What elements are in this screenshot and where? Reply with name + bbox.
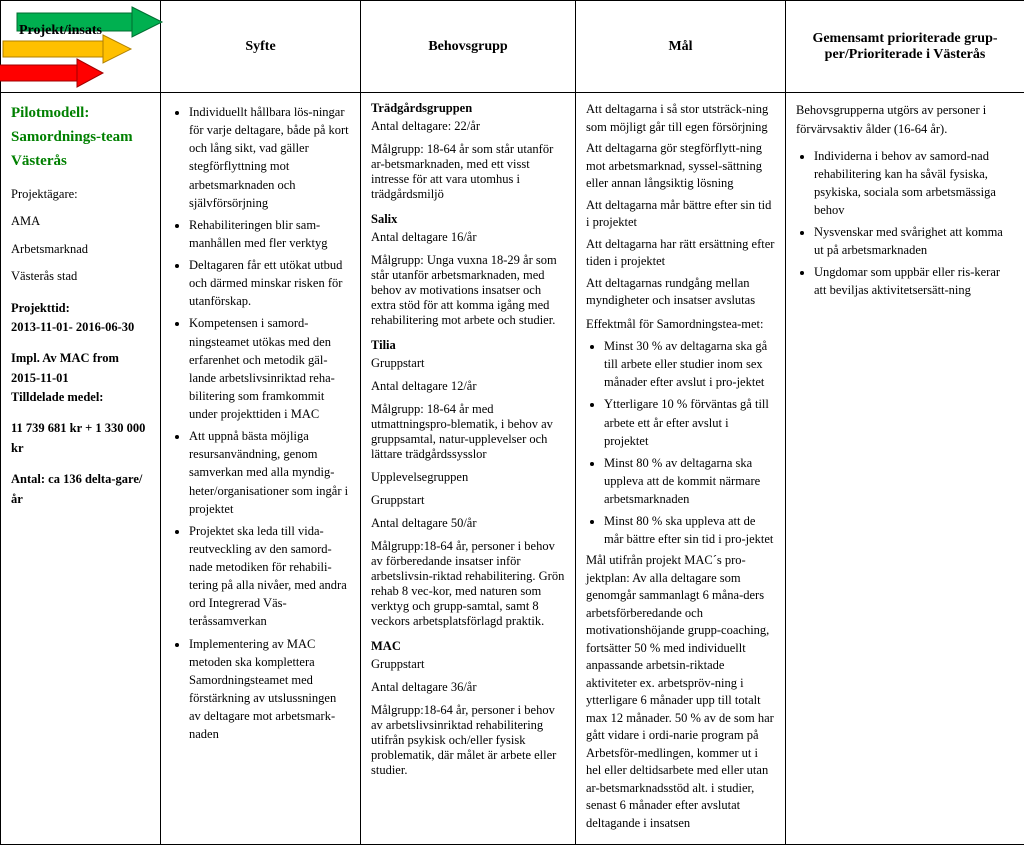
mal-eff-item: Minst 80 % av deltagarna ska uppleva att… — [604, 454, 775, 508]
mal-p2: Att deltagarna gör stegförflytt-ning mot… — [586, 140, 775, 193]
behov-salix-antal: Antal deltagare 16/år — [371, 230, 565, 245]
mal-eff-list: Minst 30 % av deltagarna ska gå till arb… — [586, 337, 775, 548]
mal-p1: Att deltagarna i så stor utsträck-ning s… — [586, 101, 775, 136]
proj-funds-label: Tilldelade medel: — [11, 388, 150, 407]
arrows-logo-icon — [0, 1, 172, 93]
syfte-list: Individuellt hållbara lös-ningar för var… — [171, 103, 350, 743]
syfte-item: Implementering av MAC metoden ska komple… — [189, 635, 350, 744]
page-root: Projekt/insats Syfte Behovsgrupp Mål Gem… — [0, 0, 1024, 845]
mal-eff-item: Minst 80 % ska uppleva att de mår bättre… — [604, 512, 775, 548]
mal-eff-item: Ytterligare 10 % förväntas gå till arbet… — [604, 395, 775, 449]
gem-item: Individerna i behov av samord-nad rehabi… — [814, 147, 1014, 220]
header-row: Projekt/insats Syfte Behovsgrupp Mål Gem… — [1, 1, 1024, 93]
behov-mac-h: MAC — [371, 639, 565, 654]
behov-mac-g: Gruppstart — [371, 657, 565, 672]
mal-mac-block: Mål utifrån projekt MAC´s pro-jektplan: … — [586, 552, 775, 832]
behov-salix-h: Salix — [371, 212, 565, 227]
behov-uppl-h: Upplevelsegruppen — [371, 470, 565, 485]
behov-uppl-g: Gruppstart — [371, 493, 565, 508]
proj-antal: Antal: ca 136 delta-gare/år — [11, 470, 150, 509]
header-projekt-label: Projekt/insats — [19, 23, 102, 39]
mal-p5: Att deltagarnas rundgång mellan myndighe… — [586, 275, 775, 310]
behov-salix-malgrupp: Målgrupp: Unga vuxna 18-29 år som står u… — [371, 253, 565, 328]
proj-owner-label: Projektägare: — [11, 185, 150, 204]
behov-tilia-g: Gruppstart — [371, 356, 565, 371]
cell-mal: Att deltagarna i så stor utsträck-ning s… — [576, 93, 786, 845]
proj-owner-block: Projektägare: AMA Arbetsmarknad Västerås… — [11, 185, 150, 287]
behov-mac-antal: Antal deltagare 36/år — [371, 680, 565, 695]
header-mal: Mål — [576, 1, 786, 93]
behov-tilia-h: Tilia — [371, 338, 565, 353]
syfte-item: Projektet ska leda till vida-reutvecklin… — [189, 522, 350, 631]
syfte-item: Rehabiliteringen blir sam-manhållen med … — [189, 216, 350, 252]
behov-tradgard-h: Trädgårdsgruppen — [371, 101, 565, 116]
proj-period: 2013-11-01- 2016-06-30 — [11, 318, 150, 337]
mal-p4: Att deltagarna har rätt ersättning efter… — [586, 236, 775, 271]
header-syfte: Syfte — [161, 1, 361, 93]
proj-owner-3: Västerås stad — [11, 267, 150, 286]
gem-p1: Behovsgrupperna utgörs av personer i för… — [796, 101, 1014, 139]
cell-behov: Trädgårdsgruppen Antal deltagare: 22/år … — [361, 93, 576, 845]
gem-item: Ungdomar som uppbär eller ris-kerar att … — [814, 263, 1014, 299]
proj-title-1: Pilotmodell: — [11, 101, 150, 125]
behov-tilia-antal: Antal deltagare 12/år — [371, 379, 565, 394]
cell-syfte: Individuellt hållbara lös-ningar för var… — [161, 93, 361, 845]
proj-impl-label: Impl. Av MAC from — [11, 349, 150, 368]
behov-tilia-malgrupp: Målgrupp: 18-64 år med utmattningspro-bl… — [371, 402, 565, 462]
header-behov: Behovsgrupp — [361, 1, 576, 93]
cell-projekt: Pilotmodell: Samordnings-team Västerås P… — [1, 93, 161, 845]
proj-funds: 11 739 681 kr + 1 330 000 kr — [11, 419, 150, 458]
cell-gem: Behovsgrupperna utgörs av personer i för… — [786, 93, 1024, 845]
proj-period-block: Projekttid: 2013-11-01- 2016-06-30 — [11, 299, 150, 338]
proj-owner-1: AMA — [11, 212, 150, 231]
proj-impl-date: 2015-11-01 — [11, 369, 150, 388]
behov-tradgard-malgrupp: Målgrupp: 18-64 år som står utanför ar-b… — [371, 142, 565, 202]
proj-title-2: Samordnings-team Västerås — [11, 125, 150, 173]
header-gem: Gemensamt prioriterade grup-per/Priorite… — [786, 1, 1024, 93]
content-row: Pilotmodell: Samordnings-team Västerås P… — [1, 93, 1024, 845]
mal-p3: Att deltagarna mår bättre efter sin tid … — [586, 197, 775, 232]
header-projekt: Projekt/insats — [1, 1, 161, 93]
behov-uppl-antal: Antal deltagare 50/år — [371, 516, 565, 531]
syfte-item: Individuellt hållbara lös-ningar för var… — [189, 103, 350, 212]
main-table: Projekt/insats Syfte Behovsgrupp Mål Gem… — [0, 0, 1024, 845]
proj-period-label: Projekttid: — [11, 299, 150, 318]
syfte-item: Deltagaren får ett utökat utbud och därm… — [189, 256, 350, 310]
mal-eff-item: Minst 30 % av deltagarna ska gå till arb… — [604, 337, 775, 391]
mal-eff-h: Effektmål för Samordningstea-met: — [586, 316, 775, 334]
behov-tradgard-antal: Antal deltagare: 22/år — [371, 119, 565, 134]
syfte-item: Kompetensen i samord-ningsteamet utökas … — [189, 314, 350, 423]
syfte-item: Att uppnå bästa möjliga resursanvändning… — [189, 427, 350, 518]
proj-impl-block: Impl. Av MAC from 2015-11-01 Tilldelade … — [11, 349, 150, 407]
behov-uppl-malgrupp: Målgrupp:18-64 år, personer i behov av f… — [371, 539, 565, 629]
gem-item: Nysvenskar med svårighet att komma ut på… — [814, 223, 1014, 259]
proj-owner-2: Arbetsmarknad — [11, 240, 150, 259]
gem-list: Individerna i behov av samord-nad rehabi… — [796, 147, 1014, 300]
behov-mac-malgrupp: Målgrupp:18-64 år, personer i behov av a… — [371, 703, 565, 778]
